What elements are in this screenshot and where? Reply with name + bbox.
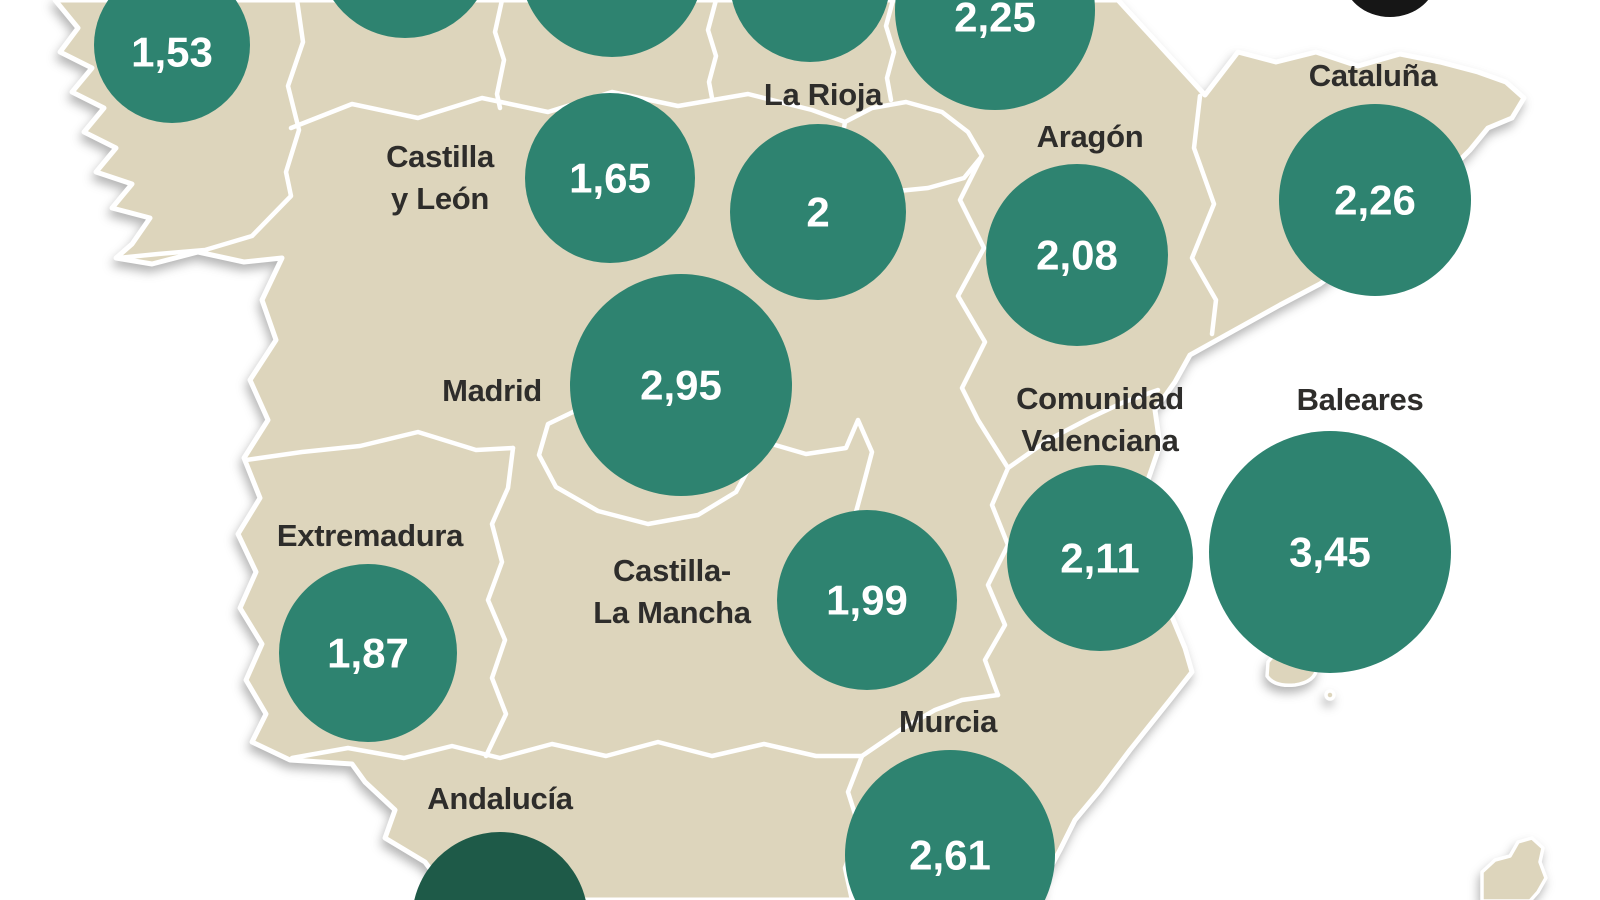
region-bubble-galicia-area [94,0,250,123]
region-bubble-murcia [845,750,1055,900]
decorative-black-circle [1351,0,1429,17]
region-borders [115,0,1219,900]
region-label-la-rioja: La Rioja [764,77,883,112]
region-label-castilla-y-leon: Castilla y León [386,139,495,216]
bubble-value-baleares: 3,45 [1289,529,1371,576]
region-label-line: Extremadura [277,518,464,553]
region-label-line: Murcia [899,704,998,739]
region-label-aragon: Aragón [1037,119,1144,154]
region-label-line: Castilla- [613,553,731,588]
region-label-castilla-la-mancha: Castilla- La Mancha [593,553,752,630]
bubble-value-la-rioja: 2 [806,189,829,236]
border-andalucia-north [289,739,865,761]
region-bubble-castilla-y-leon [525,93,695,263]
region-bubble-madrid [570,274,792,496]
region-bubble-extremadura [279,564,457,742]
region-label-extremadura: Extremadura [277,518,464,553]
region-bubble-andalucia [414,832,586,900]
border-galicia [115,0,306,261]
bubble-value-murcia: 2,61 [909,832,991,879]
border-extremadura-east [483,445,516,759]
region-label-comunidad-valenciana: Comunidad Valenciana [1016,381,1184,458]
border-valencia-north [1005,387,1161,471]
region-bubble-la-rioja [730,124,906,300]
bubble-value-extremadura: 1,87 [327,630,409,677]
region-bubble-north-coast-4 [895,0,1095,110]
bubble-value-galicia-area: 1,53 [131,29,213,76]
region-label-line: Castilla [386,139,495,174]
region-label-line: La Rioja [764,77,883,112]
border-aragon-west [955,153,1011,698]
region-bubble-north-coast-2 [526,0,698,57]
border-north-3 [883,0,897,103]
region-label-line: Comunidad [1016,381,1184,416]
region-label-andalucia: Andalucía [427,781,574,816]
labels-layer: Castilla y León La Rioja Aragón Cataluña Madr… [277,58,1439,816]
bubble-value-north-coast-4: 2,25 [954,0,1036,41]
region-bubble-north-coast-3 [732,0,888,62]
region-label-cataluna: Cataluña [1309,58,1439,93]
bubble-value-castilla-la-mancha: 1,99 [826,577,908,624]
region-bubble-castilla-la-mancha [777,510,957,690]
bubbles-layer: 1,53 2,25 1,65 2 2,08 2,26 2,95 2,11 3,45 1,87 1,9… [94,0,1471,900]
region-bubble-baleares [1209,431,1451,673]
border-north-2 [705,0,719,101]
bubble-value-comunidad-valenciana: 2,11 [1060,535,1139,582]
border-north-1 [492,0,507,111]
region-label-line: Valenciana [1021,423,1179,458]
cabrera-island [1324,689,1336,701]
region-label-line: La Mancha [593,595,752,630]
region-label-line: Aragón [1037,119,1144,154]
bubble-value-castilla-y-leon: 1,65 [569,155,651,202]
region-label-madrid: Madrid [442,373,542,408]
region-label-baleares: Baleares [1297,382,1424,417]
bubble-value-aragon: 2,08 [1036,232,1118,279]
border-extremadura-north [243,429,516,463]
region-bubble-cataluna [1279,104,1471,296]
region-label-line: Cataluña [1309,58,1439,93]
region-label-line: Madrid [442,373,542,408]
bubble-value-madrid: 2,95 [640,362,722,409]
region-bubble-aragon [986,164,1168,346]
bubble-value-cataluna: 2,26 [1334,177,1416,224]
border-cataluna-west [1189,93,1219,337]
region-bubble-comunidad-valenciana [1007,465,1193,651]
region-label-line: y León [391,181,489,216]
region-label-murcia: Murcia [899,704,998,739]
region-label-line: Andalucía [427,781,574,816]
border-murcia-north [859,692,1001,759]
region-bubble-north-coast-1 [333,0,477,38]
ibiza-island [1480,836,1548,900]
region-label-line: Baleares [1297,382,1424,417]
border-mancha-north [755,417,875,515]
